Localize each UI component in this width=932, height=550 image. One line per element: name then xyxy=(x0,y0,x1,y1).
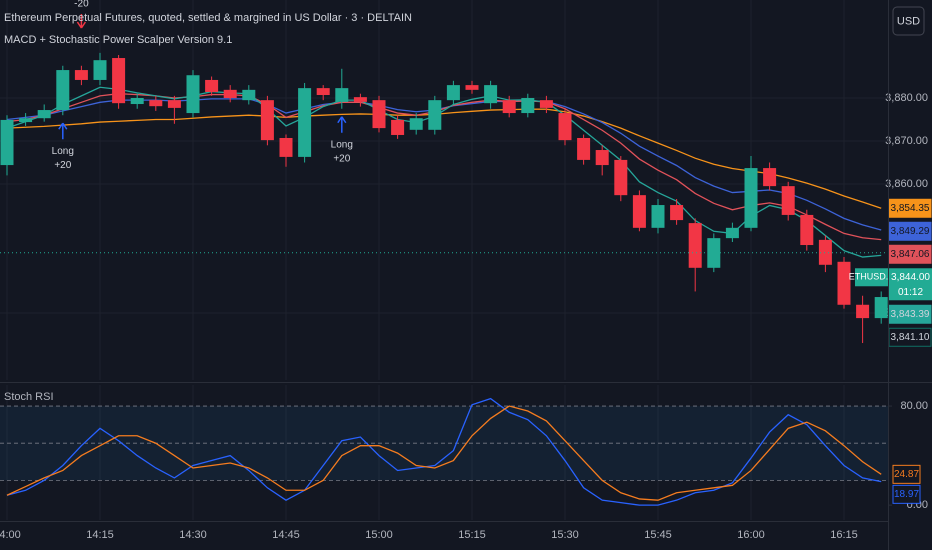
stoch-line xyxy=(6,397,882,506)
candle-body xyxy=(632,195,646,228)
signal-arrow xyxy=(337,116,347,133)
pane-title: Stoch RSI xyxy=(4,391,54,403)
currency-button[interactable] xyxy=(892,6,925,36)
candle-body xyxy=(353,97,367,102)
candle-body xyxy=(856,304,870,319)
candle-body xyxy=(800,214,814,246)
x-tick-label: 15:45 xyxy=(644,529,672,541)
signal-label: Long xyxy=(331,139,353,150)
candle-body xyxy=(595,150,609,166)
candle-body xyxy=(0,119,14,166)
candle-body xyxy=(279,137,293,157)
candle-body xyxy=(614,159,628,196)
candle-body xyxy=(818,239,832,265)
candle-body xyxy=(521,98,535,114)
symbol-tag xyxy=(855,268,888,287)
candle-body xyxy=(130,98,144,105)
candle-body xyxy=(409,118,423,130)
candle-body xyxy=(539,100,553,108)
price-tag-label: 3,841.10 xyxy=(891,332,930,343)
candle-body xyxy=(688,223,702,268)
candle-body xyxy=(763,168,777,187)
price-tag xyxy=(892,464,921,484)
price-tag-label: 3,847.06 xyxy=(891,249,930,260)
stoch-line xyxy=(6,405,882,501)
candle-body xyxy=(484,85,498,104)
candle-body xyxy=(446,85,460,101)
candle-body xyxy=(372,100,386,129)
price-tag-label: 3,854.35 xyxy=(891,203,930,214)
moving-average xyxy=(6,108,882,209)
price-tag-label: 3,844.00 xyxy=(891,272,930,283)
x-tick-label: 14:30 xyxy=(179,529,207,541)
candle-body xyxy=(223,89,237,99)
candle-body xyxy=(149,100,163,107)
candle-body xyxy=(205,79,219,92)
candle-body xyxy=(465,85,479,90)
x-tick-label: 14:45 xyxy=(272,529,300,541)
price-tag xyxy=(892,484,921,504)
candle-body xyxy=(298,88,312,157)
candle-body xyxy=(837,261,851,305)
x-tick-label: 15:30 xyxy=(551,529,579,541)
signal-arrow xyxy=(76,14,87,29)
x-tick-label: 15:00 xyxy=(365,529,393,541)
candle-body xyxy=(93,60,107,80)
indicator-title: MACD + Stochastic Power Scalper Version … xyxy=(4,34,232,46)
candle-body xyxy=(74,70,88,80)
candle-body xyxy=(335,88,349,102)
signal-amount: -20 xyxy=(74,0,89,10)
candle-body xyxy=(316,88,330,95)
price-tag-label: 18.97 xyxy=(894,489,919,500)
price-tag-label: 3,843.39 xyxy=(891,309,930,320)
signal-label: Long xyxy=(52,146,74,157)
price-tag xyxy=(889,268,932,301)
candle-body xyxy=(19,118,33,123)
candle-body xyxy=(874,297,888,319)
price-tag-label: 24.87 xyxy=(894,469,919,480)
y-tick-label: 3,870.00 xyxy=(885,135,928,147)
x-tick-label: 15:15 xyxy=(458,529,486,541)
y-tick-label: 3,860.00 xyxy=(885,178,928,190)
y-tick-label: 3,880.00 xyxy=(885,92,928,104)
candle-body xyxy=(781,186,795,215)
candle-body xyxy=(112,58,126,104)
x-tick-label: 14:00 xyxy=(0,529,21,541)
candle-body xyxy=(558,113,572,141)
candle-body xyxy=(391,119,405,135)
price-tag-label: 3,849.29 xyxy=(891,226,930,237)
x-tick-label: 14:15 xyxy=(86,529,114,541)
candle-body xyxy=(670,205,684,221)
candle-body xyxy=(260,100,274,141)
candle-body xyxy=(744,168,758,228)
candle-body xyxy=(242,89,256,101)
x-tick-label: 16:00 xyxy=(737,529,765,541)
candle-body xyxy=(186,75,200,114)
y-tick-label: 80.00 xyxy=(900,400,928,412)
signal-amount: +20 xyxy=(333,153,350,164)
countdown-label: 01:12 xyxy=(898,287,923,298)
candle-body xyxy=(167,100,181,108)
candle-body xyxy=(651,205,665,228)
candle-body xyxy=(725,227,739,239)
candle-body xyxy=(577,137,591,160)
x-tick-label: 16:15 xyxy=(830,529,858,541)
chart-title: Ethereum Perpetual Futures, quoted, sett… xyxy=(4,12,412,24)
currency-label: USD xyxy=(897,15,920,27)
candle-body xyxy=(707,238,721,268)
signal-arrow xyxy=(58,122,68,140)
symbol-label: ETHUSD.P xyxy=(849,272,895,282)
signal-amount: +20 xyxy=(54,160,71,171)
candle-body xyxy=(56,70,70,111)
candle-body xyxy=(502,100,516,114)
candle-body xyxy=(428,100,442,130)
candle-body xyxy=(37,110,51,119)
